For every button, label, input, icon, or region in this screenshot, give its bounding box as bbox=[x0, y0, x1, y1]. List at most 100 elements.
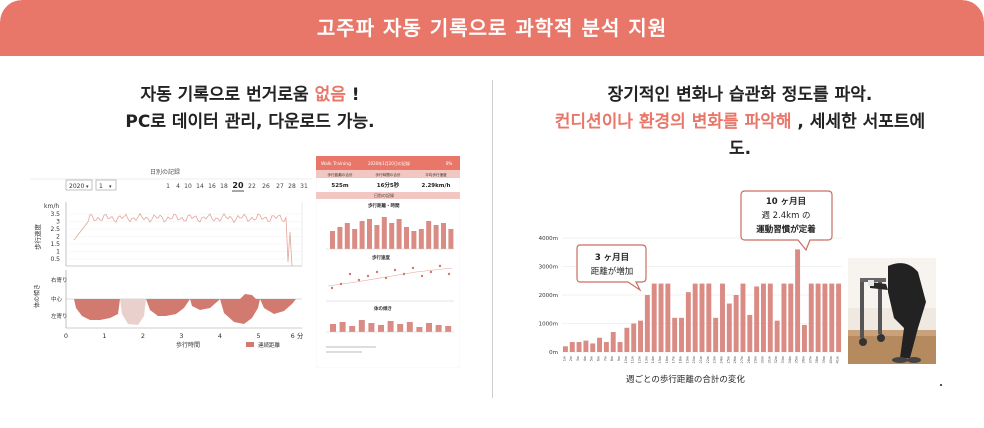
bar bbox=[569, 342, 575, 352]
balance-axis-title: 体の傾き bbox=[33, 284, 41, 308]
bar bbox=[617, 342, 623, 352]
left-heading-accent: 없음 bbox=[314, 85, 346, 105]
weekly-distance-chart: 0m 1000m 2000m 3000m 4000m 1w 2w 3w 4w 5w 6w 7w 8w 9… bbox=[539, 236, 842, 385]
daily-walk-chart: 日別の記録 2020 ▾ 1 ▾ 1 4 10 14 16 18 20 22 26 27 28 31 … bbox=[30, 168, 312, 349]
report-bar bbox=[330, 231, 335, 249]
chart-y-ticks: 0m 1000m 2000m 3000m 4000m bbox=[539, 236, 558, 356]
bar bbox=[761, 283, 766, 352]
date-title: 日別の記録 bbox=[150, 168, 180, 176]
x-tick-label: 13w bbox=[644, 356, 648, 364]
report-dot bbox=[411, 266, 415, 270]
day-link[interactable]: 4 bbox=[176, 183, 180, 190]
bar bbox=[788, 283, 794, 352]
day-link[interactable]: 27 bbox=[276, 183, 284, 190]
day-link[interactable]: 31 bbox=[300, 183, 308, 190]
report-bar bbox=[404, 227, 409, 249]
bar bbox=[624, 327, 630, 352]
x-tick-label: 31w bbox=[767, 356, 771, 364]
bar bbox=[685, 292, 691, 352]
speed-tick: 1 bbox=[56, 249, 60, 256]
report-bar bbox=[441, 223, 446, 249]
day-link[interactable]: 18 bbox=[220, 183, 228, 190]
balance-area bbox=[74, 299, 120, 320]
day-link[interactable]: 26 bbox=[262, 183, 270, 190]
left-heading: 자동 기록으로 번거로움 없음 ! PC로 데이터 관리, 다운로드 가능. bbox=[60, 82, 440, 136]
x-tick-label: 23w bbox=[713, 356, 717, 364]
bar bbox=[672, 317, 678, 352]
report-bar bbox=[378, 325, 384, 332]
x-tick-label: 8w bbox=[610, 356, 614, 361]
report-dot bbox=[447, 272, 451, 276]
report-dot bbox=[348, 272, 352, 276]
report-bar bbox=[337, 227, 343, 249]
balance-area bbox=[120, 299, 146, 325]
balance-label-left: 左寄り bbox=[51, 312, 68, 320]
balance-area bbox=[260, 299, 296, 314]
speed-tick: 3 bbox=[56, 219, 60, 226]
report-thumbnail: Walk Training 2020年1月20日の記録 8% 歩行距離の合計 52… bbox=[316, 156, 460, 368]
x-tick-label: 34w bbox=[788, 356, 792, 364]
x-tick-label: 2w bbox=[569, 356, 573, 361]
report-bar bbox=[352, 229, 358, 249]
x-tick-label: 6w bbox=[597, 356, 601, 361]
x-tick-label: 27w bbox=[740, 356, 744, 364]
report-bar bbox=[445, 326, 452, 332]
x-tick-label: 5w bbox=[590, 356, 594, 361]
callout-10m-line2: 週 2.4km の bbox=[761, 211, 810, 221]
bar bbox=[767, 283, 773, 352]
bar bbox=[808, 283, 814, 352]
x-tick-label: 24w bbox=[719, 356, 723, 364]
day-link[interactable]: 20 bbox=[232, 181, 244, 190]
callout-3-months: 3 ヶ月目 距離が増加 bbox=[576, 244, 647, 292]
callout-10m-title: 10 ヶ月目 bbox=[766, 197, 806, 207]
report-dot bbox=[384, 276, 388, 280]
day-link[interactable]: 1 bbox=[166, 183, 170, 190]
bar bbox=[720, 283, 725, 352]
report-bar bbox=[416, 327, 423, 332]
x-tick-label: 16w bbox=[665, 356, 669, 364]
bar bbox=[740, 283, 746, 352]
bar bbox=[815, 283, 821, 352]
photo-mark bbox=[940, 384, 942, 386]
report-dot bbox=[438, 264, 442, 268]
report-bar bbox=[435, 325, 442, 332]
report-bar bbox=[368, 323, 375, 332]
day-link[interactable]: 14 bbox=[196, 183, 204, 190]
callout-3m-title: 3 ヶ月目 bbox=[595, 253, 629, 263]
report-dot bbox=[366, 274, 370, 278]
x-tick: 6 分 bbox=[291, 331, 304, 340]
balance-label-right: 右寄り bbox=[51, 276, 68, 284]
chevron-down-icon: ▾ bbox=[109, 184, 112, 190]
x-tick-label: 18w bbox=[679, 356, 683, 364]
bar bbox=[713, 317, 719, 352]
chart-caption: 週ごとの歩行距離の合計の変化 bbox=[626, 374, 745, 385]
x-tick: 0 bbox=[64, 332, 68, 340]
report-bar bbox=[330, 324, 336, 332]
x-tick: 5 bbox=[256, 332, 260, 340]
report-dot bbox=[429, 270, 433, 274]
bar bbox=[692, 283, 698, 352]
x-tick-label: 22w bbox=[706, 356, 710, 364]
balance-area bbox=[220, 299, 260, 324]
x-tick-label: 3w bbox=[576, 356, 580, 361]
x-tick-label: 21w bbox=[699, 356, 703, 364]
day-link[interactable]: 16 bbox=[208, 183, 216, 190]
report-bar bbox=[426, 221, 432, 249]
bar bbox=[679, 317, 684, 352]
day-link[interactable]: 28 bbox=[288, 183, 296, 190]
bar bbox=[603, 342, 609, 352]
right-heading-line3: 도. bbox=[728, 139, 752, 159]
month-select[interactable] bbox=[95, 179, 117, 191]
x-tick-label: 37w bbox=[808, 356, 812, 364]
bar bbox=[597, 337, 603, 352]
report-mini-bars-2 bbox=[330, 320, 452, 332]
report-dot bbox=[339, 282, 343, 286]
x-tick: 3 bbox=[179, 332, 183, 340]
year-select[interactable] bbox=[65, 179, 93, 191]
bar bbox=[781, 283, 787, 352]
day-link[interactable]: 10 bbox=[184, 183, 192, 190]
speed-tick: 2 bbox=[56, 234, 60, 241]
day-link[interactable]: 22 bbox=[248, 183, 256, 190]
right-heading: 장기적인 변화나 습관화 정도를 파악. 컨디션이나 환경의 변화를 파악해 ,… bbox=[520, 82, 960, 163]
